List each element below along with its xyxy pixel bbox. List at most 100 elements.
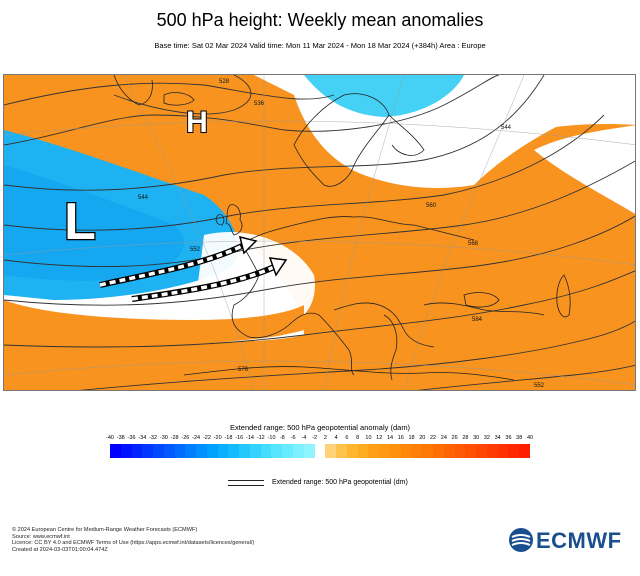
colorbar-segment <box>131 444 143 458</box>
anomaly-map: 528 536 544 552 560 568 576 584 552 544 … <box>3 74 636 391</box>
contour-label: 544 <box>138 195 149 201</box>
colorbar-segment <box>325 444 337 458</box>
legend-tick-label: 16 <box>397 435 404 441</box>
legend-tick-label: 2 <box>323 435 327 441</box>
high-pressure-marker: H <box>186 106 208 139</box>
colorbar-segment <box>271 444 283 458</box>
contour-label: 552 <box>190 247 201 253</box>
legend-tick-label: -8 <box>279 435 285 441</box>
legend-ticks: -40 -38 -36 -34 -32 -30 -28 -26 -24 -22 -20 -18 -16-… <box>106 435 536 445</box>
colorbar-segment <box>303 444 315 458</box>
colorbar-segment <box>239 444 250 458</box>
contour-label: 576 <box>238 367 249 373</box>
low-pressure-marker: L <box>64 193 96 251</box>
colorbar-segment <box>282 444 294 458</box>
legend-tick-label: -20 <box>213 435 222 441</box>
flow-arrow-1-head <box>238 235 258 255</box>
legend-tick-label: -18 <box>224 435 233 441</box>
colorbar-segment <box>486 444 498 458</box>
colorbar <box>110 444 530 458</box>
contour-label: 528 <box>219 79 230 85</box>
ecmwf-logo-icon <box>509 528 533 552</box>
source-line: Source: www.ecmwf.int <box>12 533 70 540</box>
legend-tick-label: 34 <box>494 435 501 441</box>
legend-tick-label: 10 <box>365 435 372 441</box>
legend-tick-label: -32 <box>149 435 158 441</box>
colorbar-segment <box>142 444 154 458</box>
colorbar-segment <box>153 444 164 458</box>
legend-tick-label: 14 <box>386 435 394 441</box>
colorbar-segment <box>465 444 477 458</box>
warm-anomaly-south <box>4 300 304 344</box>
flow-arrow-2-dash <box>131 265 275 301</box>
neutral-zone-east-2 <box>534 125 635 214</box>
flow-arrows <box>99 235 288 302</box>
colorbar-segment <box>336 444 347 458</box>
colorbar-segment <box>508 444 520 458</box>
legend-tick-label: -28 <box>170 435 179 441</box>
colorbar-segment <box>389 444 401 458</box>
legend-tick-label: -14 <box>246 435 254 441</box>
colorbar-segment <box>163 444 175 458</box>
colorbar-segment <box>411 444 423 458</box>
copyright-line: © 2024 European Centre for Medium-Range … <box>12 527 198 533</box>
licence-line: Licence: CC BY 4.0 and ECMWF Terms of Us… <box>12 540 255 547</box>
geopotential-contours <box>4 75 635 390</box>
colorbar-segment <box>249 444 261 458</box>
colorbar-segment <box>346 444 358 458</box>
colorbar-segment <box>185 444 197 458</box>
colorbar-segment <box>454 444 466 458</box>
legend-tick-label: 26 <box>451 435 458 441</box>
colorbar-segment <box>120 444 132 458</box>
legend-tick-label: 18 <box>408 435 415 441</box>
contour-label: 552 <box>534 383 545 389</box>
colorbar-segment <box>443 444 455 458</box>
legend-tick-label: 38 <box>516 435 523 441</box>
legend-tick-label: 4 <box>334 435 338 441</box>
colorbar-segment <box>314 444 326 458</box>
contour-label: 536 <box>254 101 265 107</box>
colorbar-segment <box>497 444 509 458</box>
legend-tick-label: -22 <box>202 435 211 441</box>
legend-tick-label: 40 <box>526 435 534 441</box>
legend-tick-label: -6 <box>290 435 296 441</box>
colorbar-segment <box>368 444 380 458</box>
legend-tick-label: -2 <box>312 435 318 441</box>
legend-title: Extended range: 500 hPa geopotential ano… <box>229 423 411 432</box>
legend-tick-label: 8 <box>356 435 360 441</box>
created-line: Created at 2024-03-03T01:00:04.474Z <box>12 546 108 553</box>
colorbar-segment <box>379 444 390 458</box>
colorbar-segment <box>217 444 229 458</box>
ecmwf-logo-text: ECMWF <box>536 528 622 553</box>
contour-legend-label: Extended range: 500 hPa geopotential (dm… <box>272 479 408 486</box>
cold-core-west <box>4 165 184 281</box>
legend-tick-label: -12 <box>256 435 265 441</box>
neutral-zone-central <box>198 231 315 335</box>
colorbar-segment <box>519 444 530 458</box>
legend-tick-label: 28 <box>462 435 469 441</box>
colorbar-segment <box>196 444 207 458</box>
legend-tick-label: 36 <box>505 435 512 441</box>
legend-tick-label: -10 <box>267 435 276 441</box>
legend-tick-label: -36 <box>127 435 136 441</box>
ecmwf-logo: ECMWF <box>508 527 628 555</box>
colorbar-segment <box>293 444 304 458</box>
legend-tick-label: -26 <box>181 435 190 441</box>
legend-tick-label: -4 <box>301 435 307 441</box>
legend-tick-label: 24 <box>440 435 447 441</box>
contour-label: 584 <box>472 317 483 323</box>
legend-tick-label: 22 <box>430 435 437 441</box>
colorbar-segment <box>174 444 186 458</box>
contour-label: 560 <box>426 203 437 209</box>
legend-tick-label: -40 <box>106 435 114 441</box>
contour-legend-line <box>228 480 264 486</box>
colorbar-segment <box>260 444 272 458</box>
colorbar-segment <box>110 444 121 458</box>
contour-value-labels: 528 536 544 552 560 568 576 584 552 544 <box>138 79 545 389</box>
footer-credits: © 2024 European Centre for Medium-Range … <box>12 527 254 553</box>
legend-tick-label: 30 <box>473 435 480 441</box>
map-svg: 528 536 544 552 560 568 576 584 552 544 … <box>4 75 635 390</box>
legend-tick-label: -38 <box>116 435 125 441</box>
legend-tick-label: -30 <box>159 435 168 441</box>
contour-label: 568 <box>468 241 479 247</box>
